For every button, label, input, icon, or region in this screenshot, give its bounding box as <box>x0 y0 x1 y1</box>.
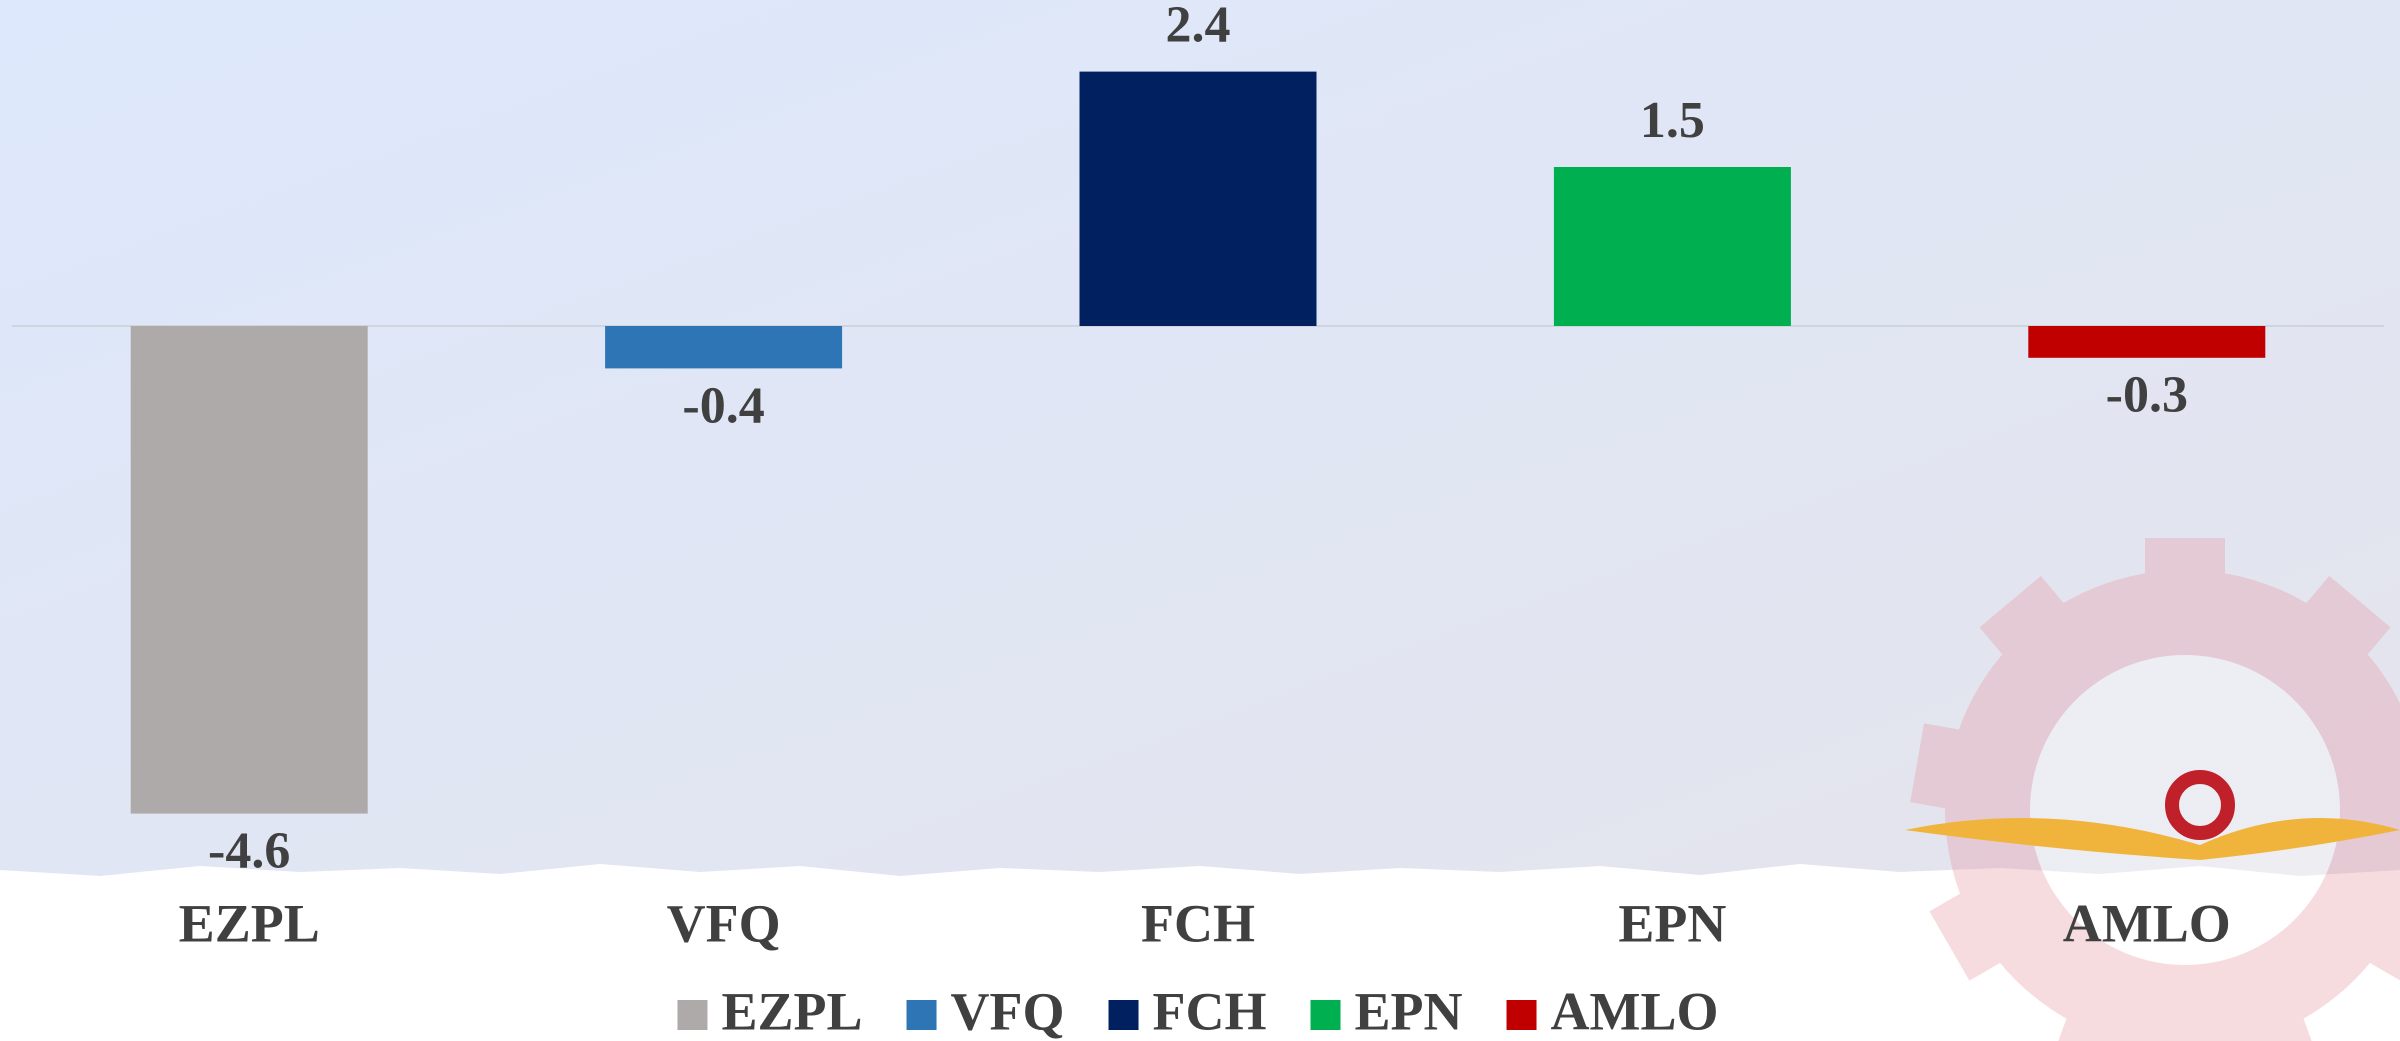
x-tick-label: EZPL <box>179 893 320 953</box>
value-label: 1.5 <box>1640 92 1705 149</box>
x-tick-label: EPN <box>1618 893 1726 953</box>
legend-label: VFQ <box>951 981 1065 1041</box>
legend-swatch <box>1311 1000 1341 1030</box>
value-label: -0.3 <box>2106 367 2188 424</box>
chart: -4.6 EZPL -0.4 VFQ 2.4 FCH 1.5 EPN -0.3 AMLO EZPL V… <box>0 0 2400 1041</box>
value-label: -0.4 <box>682 377 764 434</box>
x-tick-label: FCH <box>1141 893 1255 953</box>
bar <box>1554 167 1791 326</box>
value-label: 2.4 <box>1166 0 1231 54</box>
legend-label: EPN <box>1355 981 1463 1041</box>
legend-label: EZPL <box>721 981 862 1041</box>
bar <box>2028 326 2265 358</box>
bar <box>605 326 842 368</box>
value-label: -4.6 <box>208 823 290 880</box>
legend-label: AMLO <box>1551 981 1719 1041</box>
legend-swatch <box>1507 1000 1537 1030</box>
bar <box>1080 72 1317 326</box>
x-tick-label: AMLO <box>2063 893 2231 953</box>
bar <box>131 326 368 814</box>
legend-swatch <box>677 1000 707 1030</box>
x-tick-label: VFQ <box>667 893 781 953</box>
legend-label: FCH <box>1153 981 1267 1041</box>
legend-swatch <box>907 1000 937 1030</box>
legend-swatch <box>1109 1000 1139 1030</box>
